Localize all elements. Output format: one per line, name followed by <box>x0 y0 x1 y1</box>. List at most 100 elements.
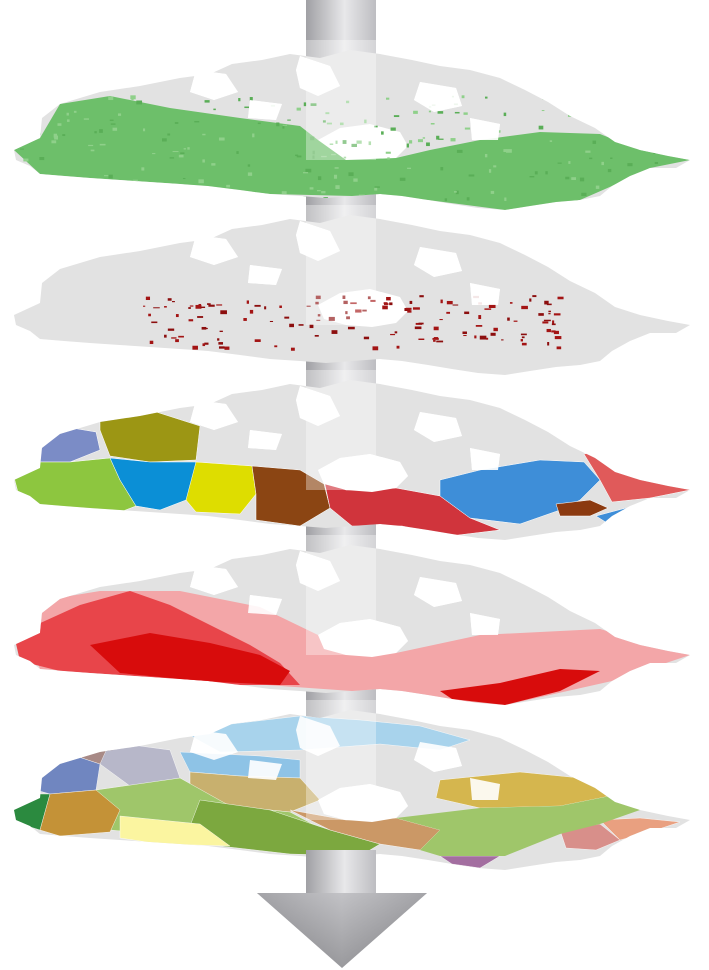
disturbance-patch <box>538 313 544 316</box>
arctic-channel <box>296 386 340 426</box>
disturbance-patch <box>149 340 154 345</box>
forest-speckle <box>498 130 501 133</box>
forest-speckle <box>409 140 413 144</box>
disturbance-patch <box>546 303 552 306</box>
forest-speckle <box>358 194 365 196</box>
disturbance-patch <box>551 323 556 326</box>
forest-speckle <box>484 96 488 99</box>
forest-speckle <box>282 126 285 129</box>
forest-speckle <box>646 128 653 132</box>
disturbance-patch <box>192 345 198 350</box>
forest-speckle <box>296 155 302 158</box>
forest-speckle <box>94 131 97 134</box>
disturbance-patch <box>284 316 290 319</box>
forest-speckle <box>343 156 347 159</box>
arctic-channel <box>296 56 340 96</box>
disturbance-patch <box>407 310 412 313</box>
arctic-channel <box>414 742 462 772</box>
disturbance-patch <box>546 328 551 333</box>
forest-speckle <box>374 186 380 188</box>
forest-speckle <box>99 129 103 133</box>
arctic-channel <box>414 82 462 112</box>
map-layer-disturbance <box>14 215 690 375</box>
disturbance-patch <box>390 333 396 336</box>
forest-speckle <box>385 151 391 154</box>
forest-speckle <box>664 203 668 205</box>
disturbance-patch <box>383 303 389 305</box>
intensity-zones-overlay <box>14 591 690 705</box>
disturbance-patch <box>485 337 489 340</box>
disturbance-patch <box>386 296 391 301</box>
forest-speckle <box>506 149 512 153</box>
disturbance-patch <box>254 339 261 342</box>
forest-speckle <box>333 174 338 179</box>
forest-speckle <box>102 182 109 185</box>
forest-speckle <box>647 178 650 181</box>
forest-speckle <box>534 171 538 175</box>
disturbance-patch <box>314 334 319 337</box>
forest-speckle <box>541 110 545 112</box>
forest-speckle <box>178 154 184 158</box>
disturbance-overlay <box>143 295 564 351</box>
forest-speckle <box>202 133 206 136</box>
forest-speckle <box>455 190 459 195</box>
forest-speckle <box>545 171 548 175</box>
arctic-channel <box>248 430 282 450</box>
forest-speckle <box>23 158 29 162</box>
disturbance-patch <box>204 342 209 345</box>
province-manitoba <box>251 465 331 527</box>
forest-speckle <box>218 137 225 141</box>
forest-speckle <box>595 185 600 189</box>
disturbance-patch <box>543 319 551 322</box>
disturbance-patch <box>217 338 220 341</box>
disturbance-patch <box>452 304 459 306</box>
forest-speckle <box>374 187 378 191</box>
forest-cover-area <box>14 96 690 210</box>
forest-speckle <box>650 130 655 134</box>
disturbance-patch <box>363 336 370 340</box>
map-layer-provinces <box>14 380 690 540</box>
forest-speckle <box>574 199 579 203</box>
forest-speckle <box>177 192 182 194</box>
forest-speckle <box>503 149 507 153</box>
arctic-channel <box>470 613 500 635</box>
disturbance-patch <box>493 327 498 332</box>
arrow-shaft-bottom <box>306 850 376 895</box>
disturbance-patch <box>412 307 420 310</box>
forest-speckle <box>437 111 444 114</box>
ecozone-region <box>119 815 231 847</box>
forest-speckle <box>663 114 666 116</box>
forest-speckle <box>202 159 205 163</box>
disturbance-patch <box>249 309 254 314</box>
disturbance-patch <box>513 320 518 322</box>
disturbance-patch <box>414 326 422 330</box>
disturbance-patch <box>490 332 496 336</box>
hudson-bay <box>318 454 408 492</box>
forest-speckle <box>385 97 390 100</box>
forest-speckle <box>303 172 309 174</box>
forest-speckle <box>194 121 200 123</box>
forest-speckle <box>348 172 354 177</box>
forest-speckle <box>99 143 106 146</box>
province-new-brunswick <box>555 499 609 517</box>
forest-speckle <box>174 122 179 124</box>
disturbance-patch <box>224 346 230 350</box>
forest-speckle <box>238 98 241 102</box>
arrow-head-shade <box>257 893 427 968</box>
arctic-channel <box>296 551 340 591</box>
forest-speckle <box>484 153 488 158</box>
disturbance-patch <box>433 339 436 342</box>
provinces-overlay <box>14 399 690 537</box>
forest-speckle <box>281 191 287 195</box>
forest-speckle <box>374 125 378 128</box>
forest-speckle <box>379 203 385 208</box>
disturbance-patch <box>153 307 160 309</box>
forest-speckle <box>282 124 288 126</box>
forest-speckle <box>66 112 69 116</box>
forest-speckle <box>399 177 406 181</box>
disturbance-patch <box>167 328 175 331</box>
forest-speckle <box>309 187 314 190</box>
disturbance-patch <box>279 305 282 308</box>
disturbance-patch <box>556 346 562 350</box>
disturbance-patch <box>317 314 321 317</box>
